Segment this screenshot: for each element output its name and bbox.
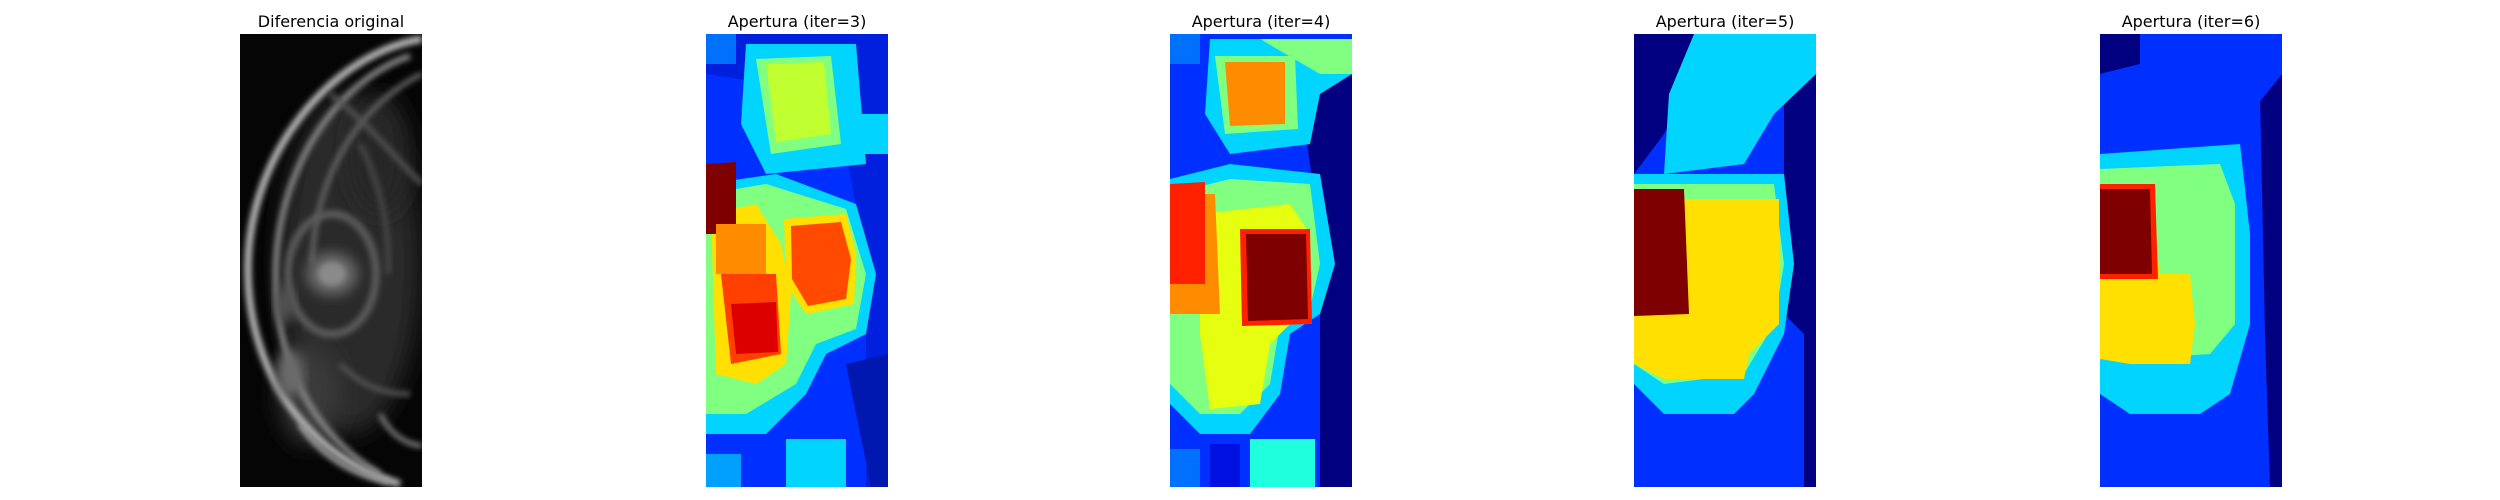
- jet-image: [1170, 34, 1352, 487]
- panel-iter-4: Apertura (iter=4): [1170, 0, 1352, 500]
- grayscale-image: [240, 34, 422, 487]
- panel-title: Apertura (iter=3): [727, 12, 867, 31]
- jet-image: [706, 34, 888, 487]
- jet-image: [2100, 34, 2282, 487]
- panel-original: Diferencia original: [240, 0, 422, 500]
- panel-title: Apertura (iter=5): [1655, 12, 1795, 31]
- jet-image: [1634, 34, 1816, 487]
- panel-iter-6: Apertura (iter=6): [2100, 0, 2282, 500]
- panel-title: Diferencia original: [257, 12, 405, 31]
- panel-title: Apertura (iter=6): [2121, 12, 2261, 31]
- panel-title: Apertura (iter=4): [1191, 12, 1331, 31]
- panel-iter-5: Apertura (iter=5): [1634, 0, 1816, 500]
- panel-iter-3: Apertura (iter=3): [706, 0, 888, 500]
